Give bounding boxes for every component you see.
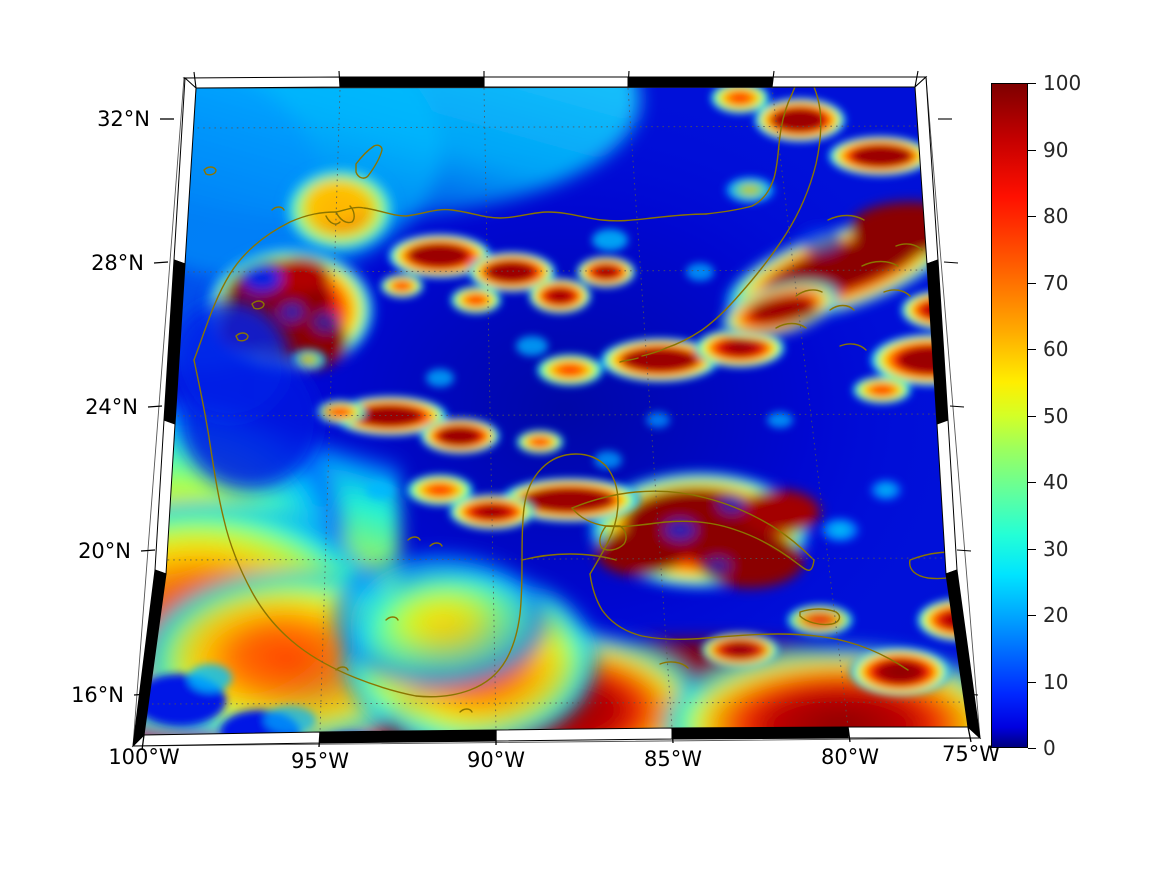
coastlines bbox=[193, 87, 968, 713]
scalar-field bbox=[144, 87, 968, 735]
colorbar-tick-20 bbox=[1028, 615, 1036, 616]
colorbar-gradient bbox=[991, 83, 1028, 748]
colorbar-label-30: 30 bbox=[1043, 536, 1069, 561]
colorbar-tick-100 bbox=[1028, 83, 1036, 84]
lat-tick-label-20n: 20°N bbox=[78, 539, 131, 563]
colorbar-label-90: 90 bbox=[1043, 137, 1069, 162]
colorbar-label-20: 20 bbox=[1043, 603, 1069, 627]
colorbar-label-80: 80 bbox=[1043, 204, 1069, 228]
colorbar-label-100: 100 bbox=[1043, 71, 1082, 95]
lon-tick-label-90w: 90°W bbox=[467, 748, 525, 772]
lat-tick-label-32n: 32°N bbox=[97, 107, 150, 131]
colorbar-tick-80 bbox=[1028, 216, 1036, 217]
map-frame bbox=[131, 70, 982, 751]
lon-tick-label-80w: 80°W bbox=[821, 745, 879, 769]
colorbar-label-50: 50 bbox=[1043, 403, 1069, 428]
lon-tick-label-85w: 85°W bbox=[644, 747, 702, 771]
map-svg bbox=[131, 70, 982, 751]
colorbar-label-0: 0 bbox=[1043, 736, 1056, 760]
colorbar-tick-50 bbox=[1028, 415, 1036, 417]
colorbar[interactable]: 100 90 80 70 60 50 40 30 20 10 0 bbox=[991, 73, 1081, 758]
lat-tick-label-28n: 28°N bbox=[91, 251, 144, 275]
colorbar-tick-70 bbox=[1028, 282, 1036, 284]
colorbar-label-60: 60 bbox=[1043, 337, 1069, 361]
colorbar-label-70: 70 bbox=[1043, 270, 1069, 295]
lon-tick-label-95w: 95°W bbox=[291, 749, 349, 773]
colorbar-tick-60 bbox=[1028, 349, 1036, 350]
lat-tick-label-16n: 16°N bbox=[71, 683, 124, 707]
lat-tick-label-24n: 24°N bbox=[85, 395, 138, 419]
colorbar-tick-10 bbox=[1028, 681, 1036, 683]
colorbar-label-40: 40 bbox=[1043, 470, 1069, 494]
colorbar-tick-30 bbox=[1028, 548, 1036, 550]
colorbar-tick-90 bbox=[1028, 149, 1036, 151]
map-panel[interactable] bbox=[131, 60, 982, 760]
colorbar-tick-40 bbox=[1028, 482, 1036, 483]
lon-tick-label-100w: 100°W bbox=[108, 745, 180, 769]
lon-tick-label-75w: 75°W bbox=[942, 742, 1000, 766]
colorbar-label-10: 10 bbox=[1043, 669, 1069, 694]
colorbar-tick-0 bbox=[1028, 748, 1036, 749]
